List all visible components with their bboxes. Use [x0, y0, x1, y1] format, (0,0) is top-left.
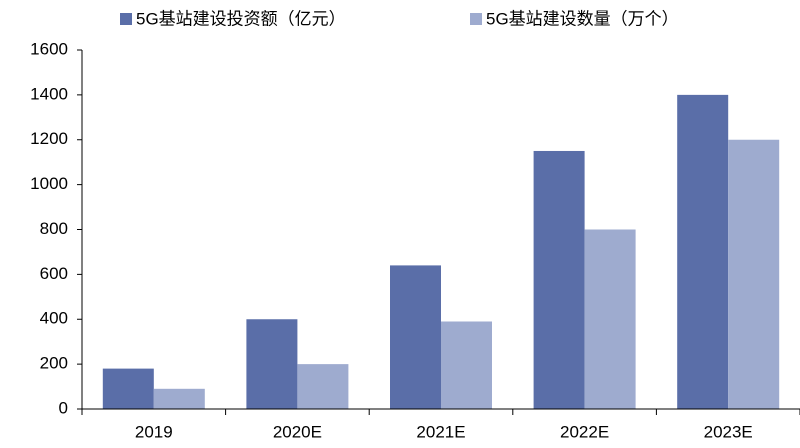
bar [584, 229, 636, 409]
bar [297, 364, 349, 409]
bar [153, 388, 205, 409]
y-tick-label: 600 [40, 264, 68, 283]
bar [390, 265, 441, 409]
y-tick-label: 800 [40, 219, 68, 238]
x-tick-label: 2023E [704, 422, 753, 441]
legend-swatch [470, 13, 482, 25]
legend-label: 5G基站建设数量（万个） [486, 9, 679, 28]
bar [677, 94, 729, 409]
y-tick-label: 1200 [30, 129, 68, 148]
bar [246, 319, 298, 409]
y-tick-label: 200 [40, 354, 68, 373]
x-tick-label: 2019 [135, 422, 173, 441]
legend-label: 5G基站建设投资额（亿元） [136, 9, 346, 28]
legend-swatch [120, 13, 132, 25]
bar [441, 321, 492, 409]
x-tick-label: 2020E [273, 422, 322, 441]
y-tick-label: 0 [59, 398, 68, 417]
y-tick-label: 1000 [30, 174, 68, 193]
x-tick-label: 2021E [416, 422, 465, 441]
y-tick-label: 1600 [30, 39, 68, 58]
y-tick-label: 400 [40, 309, 68, 328]
bar [728, 139, 780, 409]
y-tick-label: 1400 [30, 84, 68, 103]
x-tick-label: 2022E [560, 422, 609, 441]
bar [533, 150, 585, 409]
bar [102, 368, 154, 409]
